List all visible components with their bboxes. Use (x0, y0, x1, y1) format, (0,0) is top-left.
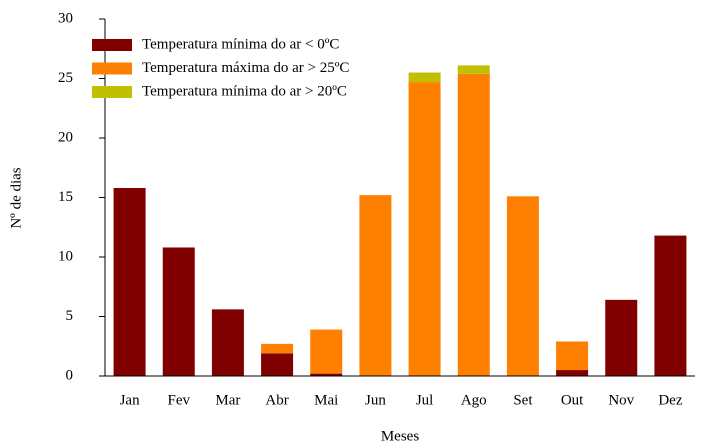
bar-segment (408, 72, 441, 83)
bar-segment (359, 195, 392, 376)
legend-label: Temperatura mínima do ar < 0ºC (142, 36, 339, 52)
x-tick-label: Jun (365, 392, 386, 408)
y-tick-label: 25 (58, 70, 73, 86)
y-tick-label: 10 (58, 248, 73, 264)
bar-segment (556, 341, 589, 371)
bar-segment (261, 343, 294, 354)
x-tick-label: Ago (461, 392, 487, 408)
y-tick-label: 15 (58, 189, 73, 205)
bar-segment (261, 353, 294, 376)
bar-segment (113, 187, 146, 376)
legend-label: Temperatura máxima do ar > 25ºC (142, 60, 349, 76)
bar-segment (654, 235, 687, 376)
x-axis-label: Meses (381, 428, 419, 444)
y-tick-label: 20 (58, 129, 73, 145)
y-tick-label: 5 (66, 308, 74, 324)
y-tick-label: 30 (58, 10, 73, 26)
bar-segment (457, 65, 490, 74)
legend-swatch (92, 86, 132, 98)
x-tick-label: Jul (416, 392, 434, 408)
legend-label: Temperatura mínima do ar > 20ºC (142, 83, 347, 99)
x-tick-label: Set (513, 392, 533, 408)
x-tick-label: Nov (608, 392, 634, 408)
bar-segment (408, 82, 441, 376)
bar-segment (605, 299, 638, 376)
legend-swatch (92, 62, 132, 75)
x-tick-label: Mar (215, 392, 240, 408)
x-tick-label: Mai (314, 392, 338, 408)
x-tick-label: Fev (168, 392, 191, 408)
bar-segment (211, 309, 244, 376)
bar-segment (556, 370, 589, 376)
bar-segment (310, 329, 343, 374)
legend-swatch (92, 39, 132, 51)
y-tick-label: 0 (66, 367, 74, 383)
bar-segment (162, 247, 195, 376)
bar-segment (457, 73, 490, 377)
x-tick-label: Out (561, 392, 584, 408)
bar-segment (310, 373, 343, 376)
x-tick-label: Abr (265, 392, 288, 408)
bar-segment (506, 196, 539, 376)
x-tick-label: Dez (658, 392, 682, 408)
x-tick-label: Jan (120, 392, 140, 408)
y-axis-label: Nº de dias (8, 167, 24, 228)
